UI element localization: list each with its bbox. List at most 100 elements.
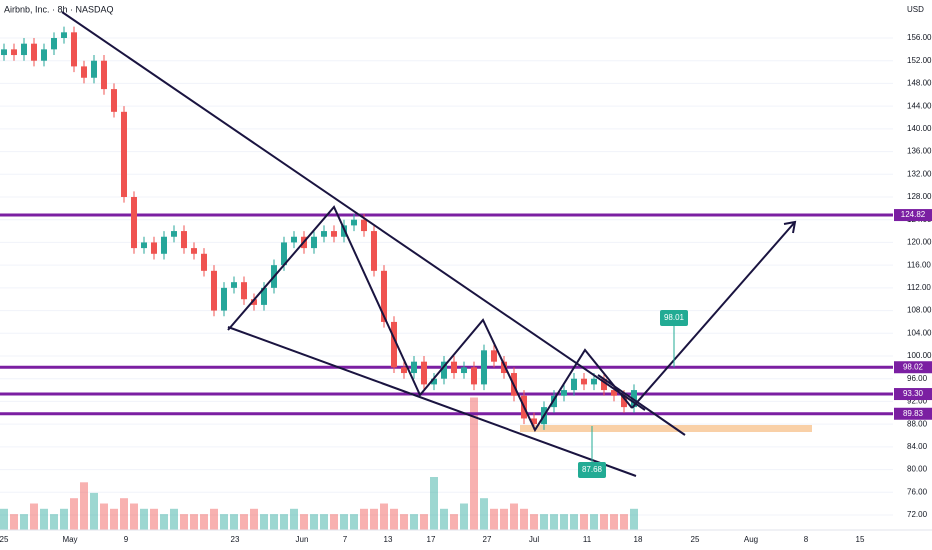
candle-body bbox=[351, 219, 357, 226]
volume-bar bbox=[290, 508, 298, 530]
x-tick-label: Jul bbox=[529, 535, 539, 544]
candle-body bbox=[371, 231, 377, 271]
volume-bar bbox=[310, 514, 318, 530]
volume-bar bbox=[520, 508, 528, 530]
level-label: 124.82 bbox=[901, 210, 926, 219]
volume-bar bbox=[140, 508, 148, 530]
level-label-box bbox=[894, 361, 932, 374]
candle-body bbox=[491, 350, 497, 362]
y-tick-label: 96.00 bbox=[907, 374, 928, 383]
y-tick-label: 148.00 bbox=[907, 79, 932, 88]
candle-body bbox=[191, 248, 197, 254]
y-tick-label: 112.00 bbox=[907, 283, 931, 292]
volume-bar bbox=[590, 514, 598, 530]
volume-bar bbox=[130, 503, 138, 530]
volume-bar bbox=[460, 503, 468, 530]
candle-body bbox=[441, 361, 447, 379]
candle-body bbox=[431, 378, 437, 385]
volume-bar bbox=[260, 514, 268, 530]
x-tick-label: 25 bbox=[691, 535, 700, 544]
volume-bar bbox=[470, 397, 478, 530]
volume-bar bbox=[30, 503, 38, 530]
candle-body bbox=[581, 378, 587, 385]
volume-bar bbox=[190, 514, 198, 530]
candle-body bbox=[81, 66, 87, 78]
candle-body bbox=[311, 236, 317, 249]
volume-bar bbox=[90, 492, 98, 530]
x-axis: 25 May 9 23 Jun 7 13 17 27 Jul 11 18 25 Aug 8 15 bbox=[0, 535, 865, 544]
candle-body bbox=[31, 43, 37, 61]
zigzag bbox=[227, 205, 633, 433]
candle-body bbox=[621, 395, 627, 408]
y-tick-label: 108.00 bbox=[907, 306, 932, 315]
drawings bbox=[61, 11, 797, 477]
demand-zone bbox=[520, 425, 812, 432]
volume-bar bbox=[630, 508, 638, 530]
x-tick-label: 25 bbox=[0, 535, 9, 544]
volume-bar bbox=[250, 508, 258, 530]
callout-box bbox=[578, 462, 606, 478]
volume-bar bbox=[240, 514, 248, 530]
candle-body bbox=[111, 89, 117, 112]
trendline bbox=[61, 11, 646, 411]
candle-body bbox=[41, 49, 47, 61]
volume-bar bbox=[380, 503, 388, 530]
volume-bar bbox=[200, 514, 208, 530]
level-label: 93.30 bbox=[903, 389, 924, 398]
level-label-box bbox=[894, 209, 932, 222]
volume-bar bbox=[370, 508, 378, 530]
y-tick-label: 84.00 bbox=[907, 442, 928, 451]
level-label: 89.83 bbox=[903, 409, 924, 418]
volume-bar bbox=[540, 514, 548, 530]
x-tick-label: 13 bbox=[384, 535, 393, 544]
candle-body bbox=[331, 231, 337, 237]
volume-bar bbox=[360, 508, 368, 530]
volume-bar bbox=[580, 514, 588, 530]
level-labels: 124.82 98.02 93.30 89.83 bbox=[894, 209, 932, 420]
candle-body bbox=[211, 270, 217, 311]
volume-bar bbox=[620, 514, 628, 530]
volume-bar bbox=[80, 482, 88, 530]
candle-body bbox=[201, 253, 207, 271]
y-tick-label: 144.00 bbox=[907, 101, 932, 110]
volume-bar bbox=[170, 508, 178, 530]
volume-bar bbox=[330, 514, 338, 530]
chart-title: Airbnb, Inc. · 8h · NASDAQ bbox=[4, 4, 114, 14]
candle-body bbox=[281, 242, 287, 266]
candle-body bbox=[571, 378, 577, 391]
candle-body bbox=[231, 282, 237, 288]
candle-body bbox=[241, 282, 247, 300]
projection bbox=[631, 221, 796, 409]
candle-body bbox=[501, 361, 507, 374]
y-tick-label: 104.00 bbox=[907, 328, 932, 337]
volume-bar bbox=[100, 503, 108, 530]
y-tick-label: 128.00 bbox=[907, 192, 932, 201]
y-tick-label: 140.00 bbox=[907, 124, 932, 133]
volume-bar bbox=[10, 514, 18, 530]
candle-body bbox=[141, 242, 147, 249]
volume-bar bbox=[270, 514, 278, 530]
callout-label: 87.68 bbox=[582, 465, 603, 474]
x-tick-label: 27 bbox=[483, 535, 492, 544]
volume-bar bbox=[40, 508, 48, 530]
candle-body bbox=[171, 231, 177, 237]
candle-body bbox=[131, 197, 137, 249]
y-tick-label: 76.00 bbox=[907, 487, 928, 496]
volume-bar bbox=[400, 514, 408, 530]
volume-bar bbox=[70, 498, 78, 530]
level-label-box bbox=[894, 407, 932, 420]
x-tick-label: Aug bbox=[744, 535, 758, 544]
candle-body bbox=[1, 49, 7, 56]
volume-bar bbox=[120, 498, 128, 530]
volume-bar bbox=[340, 514, 348, 530]
volume-bar bbox=[430, 477, 438, 530]
volume-bar bbox=[230, 514, 238, 530]
x-tick-label: 7 bbox=[343, 535, 348, 544]
volume-bar bbox=[570, 514, 578, 530]
candle-body bbox=[381, 270, 387, 322]
y-tick-label: 80.00 bbox=[907, 465, 928, 474]
candle-body bbox=[261, 287, 267, 305]
x-tick-label: 23 bbox=[231, 535, 240, 544]
